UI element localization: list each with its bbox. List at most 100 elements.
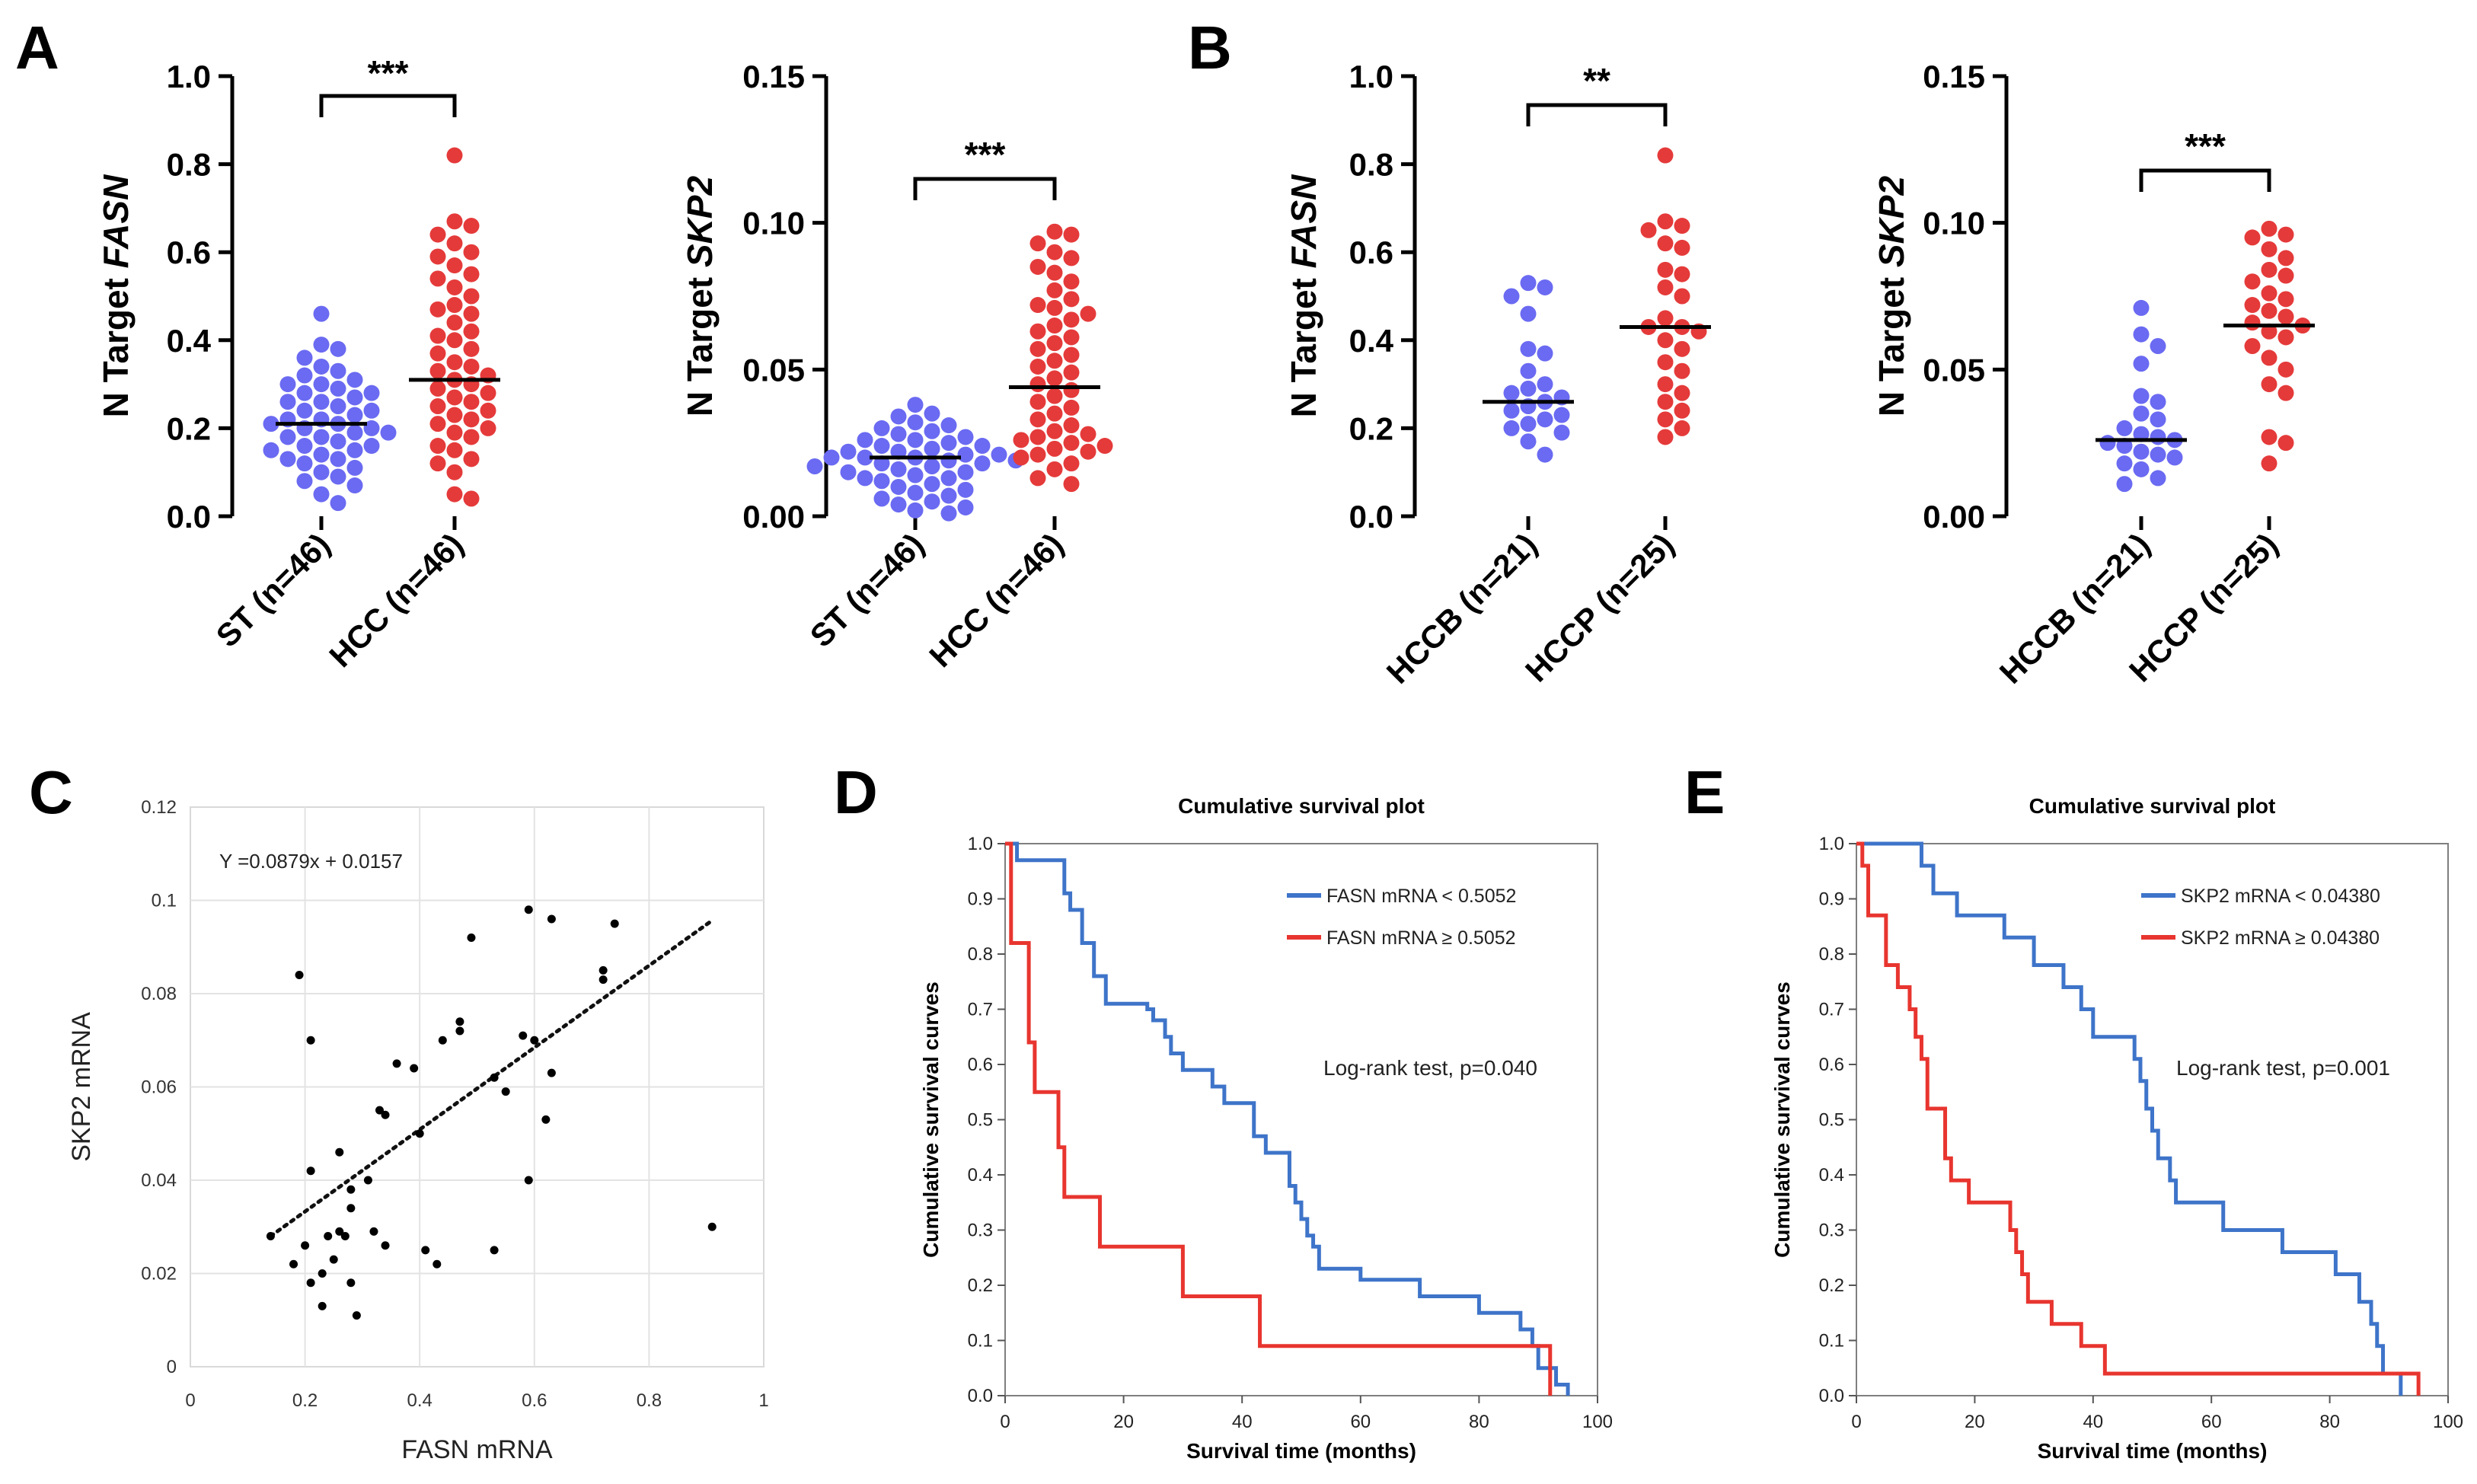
data-point <box>463 218 480 235</box>
data-point <box>330 433 346 450</box>
data-point <box>446 389 463 406</box>
data-point <box>1029 429 1046 445</box>
y-tick-label: 0.6 <box>1349 235 1393 270</box>
y-axis-label: N Target SKP2 <box>1872 176 1911 417</box>
x-tick-label: ST (n=46) <box>803 526 931 654</box>
x-tick-label: 1 <box>758 1390 768 1411</box>
data-point <box>1046 299 1063 316</box>
significance-bracket <box>1526 103 1668 126</box>
data-point <box>1657 332 1674 349</box>
data-point <box>541 1115 551 1124</box>
data-point <box>873 490 890 507</box>
chart-b-fasn: 0.0 0.2 0.4 0.6 0.8 1.0 N Target FASN HCCB (n=2… <box>1284 59 1711 691</box>
y-axis-label: Cumulative survival curves <box>919 981 943 1258</box>
data-point <box>1029 411 1046 428</box>
data-point <box>1520 380 1537 397</box>
data-point <box>1520 416 1537 432</box>
chart-a-fasn: 0.0 0.2 0.4 0.6 0.8 1.0 N Target FASN ST (n=46)… <box>96 53 500 674</box>
log-rank-annotation: Log-rank test, p=0.040 <box>1323 1056 1537 1080</box>
data-point <box>2261 349 2277 366</box>
y-axis-label-gene: SKP2 <box>680 176 720 268</box>
data-point <box>1657 429 1674 445</box>
data-point <box>1657 411 1674 428</box>
data-point <box>519 1031 528 1040</box>
data-point <box>1063 381 1080 398</box>
data-point <box>1029 376 1046 393</box>
km-curve-high <box>1856 841 2421 1396</box>
data-point <box>1046 370 1063 387</box>
data-point <box>463 394 480 410</box>
y-axis-label-gene: FASN <box>1284 174 1323 268</box>
data-point <box>2277 267 2294 284</box>
data-point <box>840 464 857 480</box>
data-point <box>1096 438 1113 455</box>
data-point <box>324 1232 333 1240</box>
data-point <box>1503 385 1520 401</box>
log-rank-annotation: Log-rank test, p=0.001 <box>2176 1056 2390 1080</box>
y-tick-label: 0.3 <box>968 1221 993 1241</box>
data-point <box>266 1232 275 1240</box>
data-point <box>2244 229 2261 246</box>
data-point <box>279 376 296 393</box>
data-point <box>330 398 346 414</box>
data-point <box>940 452 957 469</box>
data-point <box>1013 432 1029 448</box>
data-point <box>313 358 330 375</box>
data-point <box>313 376 330 393</box>
data-point <box>1046 440 1063 457</box>
legend-label: SKP2 mRNA < 0.04380 <box>2181 886 2380 907</box>
x-tick-label: 40 <box>2083 1412 2103 1432</box>
x-tick-label: HCC (n=46) <box>322 526 470 674</box>
data-point <box>363 438 380 455</box>
data-point <box>890 478 907 495</box>
x-tick-label: 0.6 <box>522 1390 547 1411</box>
data-point <box>1029 446 1046 463</box>
data-point <box>340 1232 350 1240</box>
data-point <box>1063 273 1080 290</box>
data-point <box>296 367 313 384</box>
data-point <box>480 402 496 419</box>
x-tick-label: 0.4 <box>407 1390 433 1411</box>
x-tick-label: 20 <box>1965 1412 1985 1432</box>
data-point <box>1537 411 1553 428</box>
data-point <box>873 420 890 436</box>
data-point <box>335 1147 344 1157</box>
data-point <box>421 1246 430 1255</box>
data-point <box>1013 449 1029 466</box>
data-point <box>410 1064 419 1073</box>
data-point <box>2277 250 2294 266</box>
data-point <box>463 429 480 445</box>
data-point <box>2133 299 2150 316</box>
data-point <box>296 385 313 401</box>
data-point <box>907 432 924 448</box>
data-point <box>296 473 313 490</box>
data-point <box>2133 443 2150 460</box>
data-point <box>1674 362 1690 379</box>
data-point <box>263 416 279 432</box>
data-point <box>455 1017 464 1026</box>
x-tick-label: 0.2 <box>292 1390 318 1411</box>
data-point <box>1046 353 1063 369</box>
data-point <box>313 394 330 410</box>
data-point <box>295 971 304 979</box>
data-point <box>279 429 296 445</box>
data-point <box>823 449 840 466</box>
data-point <box>2116 476 2133 493</box>
data-point <box>446 147 463 164</box>
chart-title: Cumulative survival plot <box>1178 794 1425 818</box>
data-point <box>306 1278 315 1288</box>
data-point <box>363 1176 372 1185</box>
data-point <box>2166 449 2183 466</box>
data-point <box>381 1110 390 1119</box>
data-point <box>2261 455 2277 472</box>
panel-letter-e: E <box>1684 758 1725 826</box>
data-point <box>2116 420 2133 436</box>
legend-label: FASN mRNA ≥ 0.5052 <box>1326 927 1516 949</box>
y-tick-label: 1.0 <box>1819 834 1844 854</box>
data-point <box>2133 388 2150 404</box>
x-tick-label: ST (n=46) <box>209 526 337 654</box>
data-point <box>1029 297 1046 314</box>
data-point <box>375 1106 384 1115</box>
data-point <box>974 438 991 455</box>
data-point <box>480 420 496 436</box>
